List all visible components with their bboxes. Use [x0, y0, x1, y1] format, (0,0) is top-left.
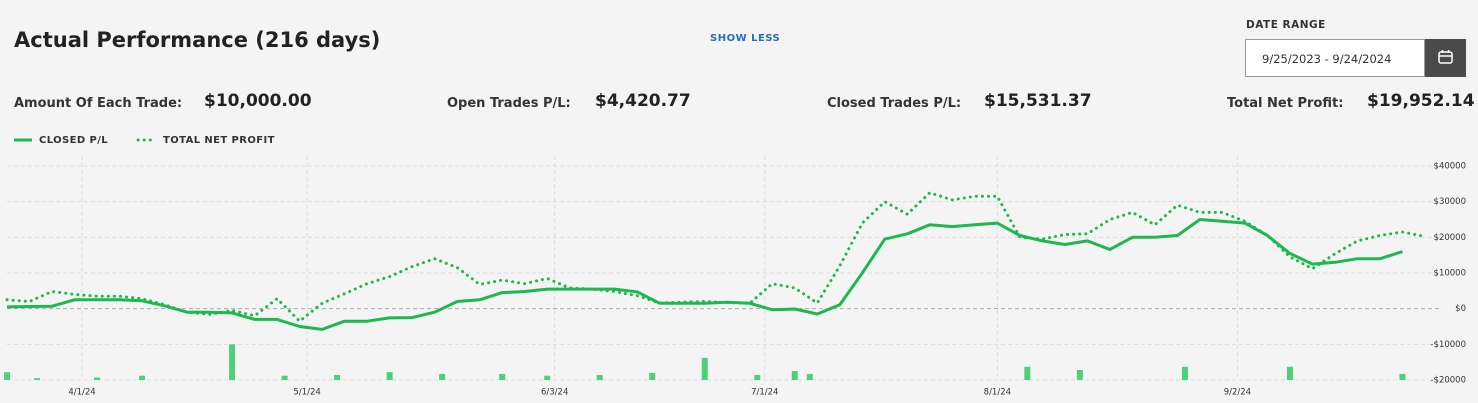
bar	[754, 375, 761, 380]
x-tick-label: 9/2/24	[1224, 388, 1251, 398]
stat-value: $10,000.00	[204, 91, 312, 111]
y-tick-label: -$10000	[1430, 340, 1466, 350]
bar	[1399, 373, 1406, 380]
bar	[791, 371, 798, 380]
y-tick-label: -$20000	[1430, 376, 1466, 386]
show-less-link[interactable]: SHOW LESS	[710, 33, 781, 44]
line-series	[5, 191, 1427, 323]
y-tick-label: $0	[1455, 304, 1466, 314]
x-tick-label: 7/1/24	[751, 388, 778, 398]
bar	[499, 373, 506, 380]
bar	[439, 373, 446, 380]
date-range-value: 9/25/2023 - 9/24/2024	[1262, 52, 1392, 66]
x-tick-label: 4/1/24	[68, 388, 95, 398]
bar	[596, 375, 603, 380]
bar	[4, 372, 10, 380]
x-tick-label: 8/1/24	[984, 388, 1011, 398]
bar	[386, 372, 393, 380]
stat-label: Closed Trades P/L:	[827, 96, 962, 111]
stat-value: $19,952.14	[1367, 91, 1475, 111]
bar	[1024, 366, 1031, 380]
bar	[34, 378, 41, 380]
chart: -$20000 -$10000 $0 $10000 $20000 $30000 $40000…	[4, 135, 1466, 398]
stat-label: Open Trades P/L:	[447, 96, 571, 111]
y-tick-label: $30000	[1434, 197, 1466, 207]
legend-label: TOTAL NET PROFIT	[163, 135, 275, 146]
y-tick-label: $10000	[1434, 269, 1466, 279]
y-tick-label: $40000	[1434, 162, 1466, 172]
bar	[94, 377, 101, 380]
stat-label: Total Net Profit:	[1227, 96, 1344, 111]
legend-label: CLOSED P/L	[39, 135, 108, 146]
bar	[334, 375, 341, 380]
calendar-button[interactable]	[1425, 39, 1466, 77]
x-tick-label: 5/1/24	[293, 388, 320, 398]
bar	[229, 344, 236, 380]
bar	[281, 375, 288, 380]
bar	[1286, 366, 1293, 380]
line-series	[6, 218, 1403, 331]
bar	[701, 357, 708, 380]
bar	[544, 375, 551, 380]
stat-value: $4,420.77	[595, 91, 691, 111]
bar	[1181, 366, 1188, 380]
calendar-icon	[1438, 50, 1453, 64]
date-range-input[interactable]: 9/25/2023 - 9/24/2024	[1245, 39, 1425, 77]
bar	[806, 373, 813, 380]
bar	[649, 372, 656, 380]
stat-label: Amount Of Each Trade:	[14, 96, 183, 111]
x-tick-label: 6/3/24	[541, 388, 568, 398]
date-range-label: DATE RANGE	[1246, 19, 1326, 31]
y-tick-label: $20000	[1434, 233, 1466, 243]
bar	[139, 375, 146, 380]
bar	[1076, 370, 1083, 380]
page-title: Actual Performance (216 days)	[14, 28, 381, 52]
stat-value: $15,531.37	[984, 91, 1092, 111]
